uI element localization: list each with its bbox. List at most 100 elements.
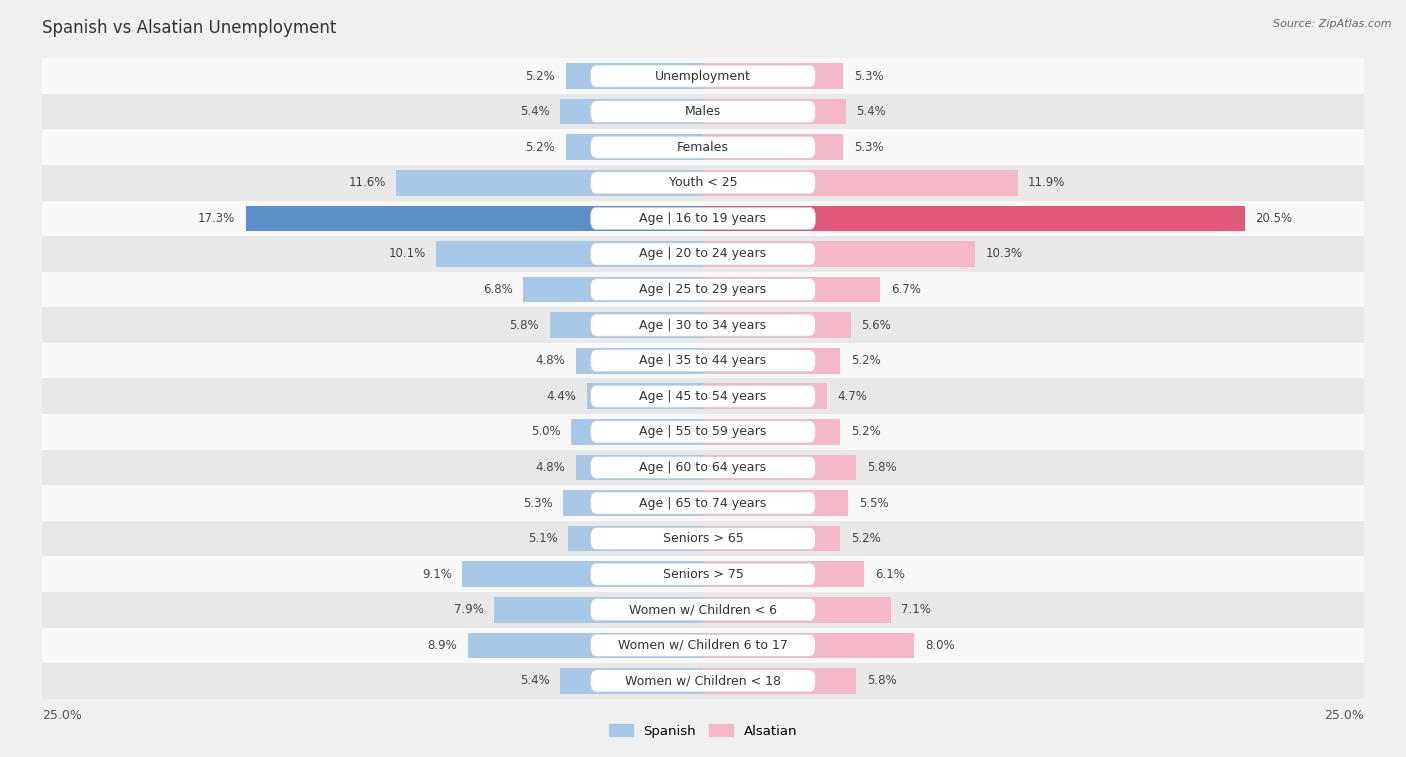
FancyBboxPatch shape	[591, 599, 815, 621]
Text: 5.2%: 5.2%	[851, 532, 880, 545]
Bar	[703, 170, 1018, 195]
Text: 5.3%: 5.3%	[853, 141, 883, 154]
FancyBboxPatch shape	[591, 279, 815, 301]
Text: Age | 25 to 29 years: Age | 25 to 29 years	[640, 283, 766, 296]
Text: 11.9%: 11.9%	[1028, 176, 1066, 189]
Text: 5.4%: 5.4%	[520, 105, 550, 118]
Text: 5.3%: 5.3%	[853, 70, 883, 83]
FancyBboxPatch shape	[591, 528, 815, 550]
FancyBboxPatch shape	[591, 314, 815, 336]
Text: Women w/ Children < 18: Women w/ Children < 18	[626, 674, 780, 687]
FancyBboxPatch shape	[591, 563, 815, 585]
Bar	[42, 628, 1364, 663]
Bar	[703, 597, 890, 622]
Bar	[560, 99, 703, 124]
Text: Age | 35 to 44 years: Age | 35 to 44 years	[640, 354, 766, 367]
Text: Seniors > 65: Seniors > 65	[662, 532, 744, 545]
Bar	[42, 165, 1364, 201]
Bar	[42, 663, 1364, 699]
Text: Youth < 25: Youth < 25	[669, 176, 737, 189]
Bar	[576, 455, 703, 480]
FancyBboxPatch shape	[591, 385, 815, 407]
Bar	[703, 668, 856, 693]
FancyBboxPatch shape	[591, 670, 815, 692]
Bar	[703, 64, 844, 89]
Bar	[703, 135, 844, 160]
Bar	[703, 241, 976, 266]
Bar	[42, 58, 1364, 94]
Bar	[703, 526, 841, 551]
Bar	[42, 94, 1364, 129]
Bar	[494, 597, 703, 622]
Text: 20.5%: 20.5%	[1256, 212, 1292, 225]
Text: Age | 55 to 59 years: Age | 55 to 59 years	[640, 425, 766, 438]
Text: 7.9%: 7.9%	[454, 603, 484, 616]
Text: Seniors > 75: Seniors > 75	[662, 568, 744, 581]
Text: 6.1%: 6.1%	[875, 568, 904, 581]
Bar	[703, 313, 851, 338]
Bar	[703, 277, 880, 302]
Bar	[436, 241, 703, 266]
Text: 10.1%: 10.1%	[388, 248, 426, 260]
Bar	[468, 633, 703, 658]
Text: 8.0%: 8.0%	[925, 639, 955, 652]
Text: 5.2%: 5.2%	[526, 141, 555, 154]
Bar	[703, 384, 827, 409]
Text: 5.4%: 5.4%	[856, 105, 886, 118]
Text: 5.8%: 5.8%	[868, 674, 897, 687]
Bar	[42, 414, 1364, 450]
Text: 6.8%: 6.8%	[482, 283, 513, 296]
Text: 5.3%: 5.3%	[523, 497, 553, 509]
Text: 25.0%: 25.0%	[1324, 709, 1364, 722]
Bar	[562, 491, 703, 516]
Text: 5.2%: 5.2%	[526, 70, 555, 83]
FancyBboxPatch shape	[591, 207, 815, 229]
Bar	[571, 419, 703, 444]
Bar	[42, 201, 1364, 236]
FancyBboxPatch shape	[591, 136, 815, 158]
FancyBboxPatch shape	[591, 101, 815, 123]
Text: Spanish vs Alsatian Unemployment: Spanish vs Alsatian Unemployment	[42, 19, 336, 37]
Text: Women w/ Children < 6: Women w/ Children < 6	[628, 603, 778, 616]
FancyBboxPatch shape	[591, 456, 815, 478]
Bar	[246, 206, 703, 231]
Text: Source: ZipAtlas.com: Source: ZipAtlas.com	[1274, 19, 1392, 29]
Bar	[42, 343, 1364, 378]
Bar	[703, 206, 1244, 231]
Text: 7.1%: 7.1%	[901, 603, 931, 616]
FancyBboxPatch shape	[591, 65, 815, 87]
Text: 4.8%: 4.8%	[536, 354, 565, 367]
Text: 5.8%: 5.8%	[509, 319, 538, 332]
Bar	[396, 170, 703, 195]
Text: 5.6%: 5.6%	[862, 319, 891, 332]
Text: Unemployment: Unemployment	[655, 70, 751, 83]
FancyBboxPatch shape	[591, 492, 815, 514]
FancyBboxPatch shape	[591, 421, 815, 443]
Bar	[42, 592, 1364, 628]
FancyBboxPatch shape	[591, 350, 815, 372]
Text: Age | 20 to 24 years: Age | 20 to 24 years	[640, 248, 766, 260]
Text: Age | 65 to 74 years: Age | 65 to 74 years	[640, 497, 766, 509]
Text: 4.4%: 4.4%	[547, 390, 576, 403]
FancyBboxPatch shape	[591, 634, 815, 656]
FancyBboxPatch shape	[591, 243, 815, 265]
Text: 5.2%: 5.2%	[851, 425, 880, 438]
Bar	[586, 384, 703, 409]
Text: 4.7%: 4.7%	[838, 390, 868, 403]
Legend: Spanish, Alsatian: Spanish, Alsatian	[603, 719, 803, 743]
Text: 25.0%: 25.0%	[42, 709, 82, 722]
Bar	[523, 277, 703, 302]
Text: Age | 30 to 34 years: Age | 30 to 34 years	[640, 319, 766, 332]
Text: 5.2%: 5.2%	[851, 354, 880, 367]
Bar	[568, 526, 703, 551]
Bar	[703, 348, 841, 373]
Text: 5.8%: 5.8%	[868, 461, 897, 474]
Bar	[42, 450, 1364, 485]
Text: 10.3%: 10.3%	[986, 248, 1024, 260]
Text: Age | 16 to 19 years: Age | 16 to 19 years	[640, 212, 766, 225]
Bar	[565, 64, 703, 89]
Bar	[42, 378, 1364, 414]
Text: 17.3%: 17.3%	[198, 212, 235, 225]
Bar	[463, 562, 703, 587]
Bar	[703, 562, 865, 587]
